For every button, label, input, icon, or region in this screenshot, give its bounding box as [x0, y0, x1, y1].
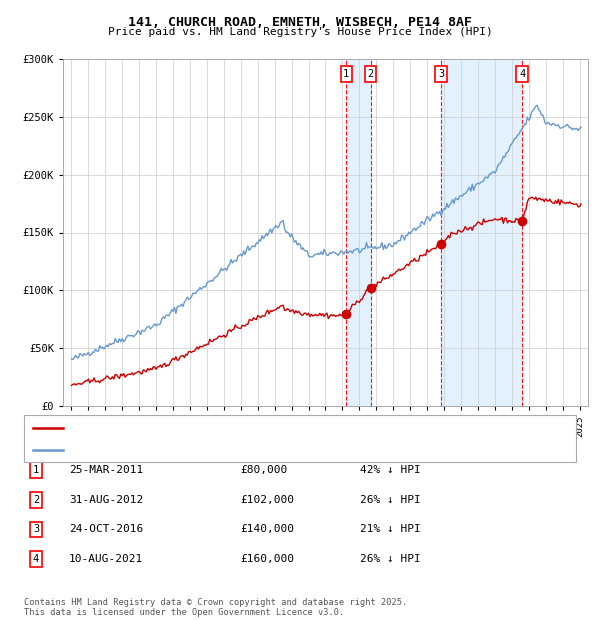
Text: 4: 4 — [33, 554, 39, 564]
Text: This data is licensed under the Open Government Licence v3.0.: This data is licensed under the Open Gov… — [24, 608, 344, 617]
Text: Contains HM Land Registry data © Crown copyright and database right 2025.: Contains HM Land Registry data © Crown c… — [24, 598, 407, 607]
Text: 141, CHURCH ROAD, EMNETH, WISBECH, PE14 8AF (semi-detached house): 141, CHURCH ROAD, EMNETH, WISBECH, PE14 … — [67, 423, 449, 433]
Text: £80,000: £80,000 — [240, 465, 287, 475]
Text: 10-AUG-2021: 10-AUG-2021 — [69, 554, 143, 564]
Text: 21% ↓ HPI: 21% ↓ HPI — [360, 525, 421, 534]
Text: Price paid vs. HM Land Registry's House Price Index (HPI): Price paid vs. HM Land Registry's House … — [107, 27, 493, 37]
Text: 31-AUG-2012: 31-AUG-2012 — [69, 495, 143, 505]
Bar — [441, 59, 522, 406]
Text: 3: 3 — [438, 69, 444, 79]
Text: 25-MAR-2011: 25-MAR-2011 — [69, 465, 143, 475]
Text: 3: 3 — [33, 525, 39, 534]
Text: £160,000: £160,000 — [240, 554, 294, 564]
Text: HPI: Average price, semi-detached house, King’s Lynn and West Norfolk: HPI: Average price, semi-detached house,… — [67, 445, 473, 455]
Text: 1: 1 — [343, 69, 349, 79]
Bar — [346, 59, 371, 406]
Text: £102,000: £102,000 — [240, 495, 294, 505]
Text: 26% ↓ HPI: 26% ↓ HPI — [360, 495, 421, 505]
Text: 26% ↓ HPI: 26% ↓ HPI — [360, 554, 421, 564]
Text: 42% ↓ HPI: 42% ↓ HPI — [360, 465, 421, 475]
Text: 1: 1 — [33, 465, 39, 475]
Text: 2: 2 — [33, 495, 39, 505]
Text: 24-OCT-2016: 24-OCT-2016 — [69, 525, 143, 534]
Text: £140,000: £140,000 — [240, 525, 294, 534]
Text: 141, CHURCH ROAD, EMNETH, WISBECH, PE14 8AF: 141, CHURCH ROAD, EMNETH, WISBECH, PE14 … — [128, 16, 472, 29]
Text: 4: 4 — [519, 69, 525, 79]
Text: 2: 2 — [368, 69, 374, 79]
